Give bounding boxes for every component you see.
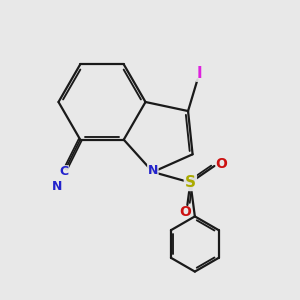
Text: O: O <box>215 158 227 172</box>
Text: C: C <box>60 165 69 178</box>
Text: S: S <box>185 175 196 190</box>
Text: O: O <box>179 205 191 219</box>
Text: N: N <box>52 180 62 193</box>
Text: I: I <box>196 66 202 81</box>
Text: N: N <box>148 164 158 177</box>
